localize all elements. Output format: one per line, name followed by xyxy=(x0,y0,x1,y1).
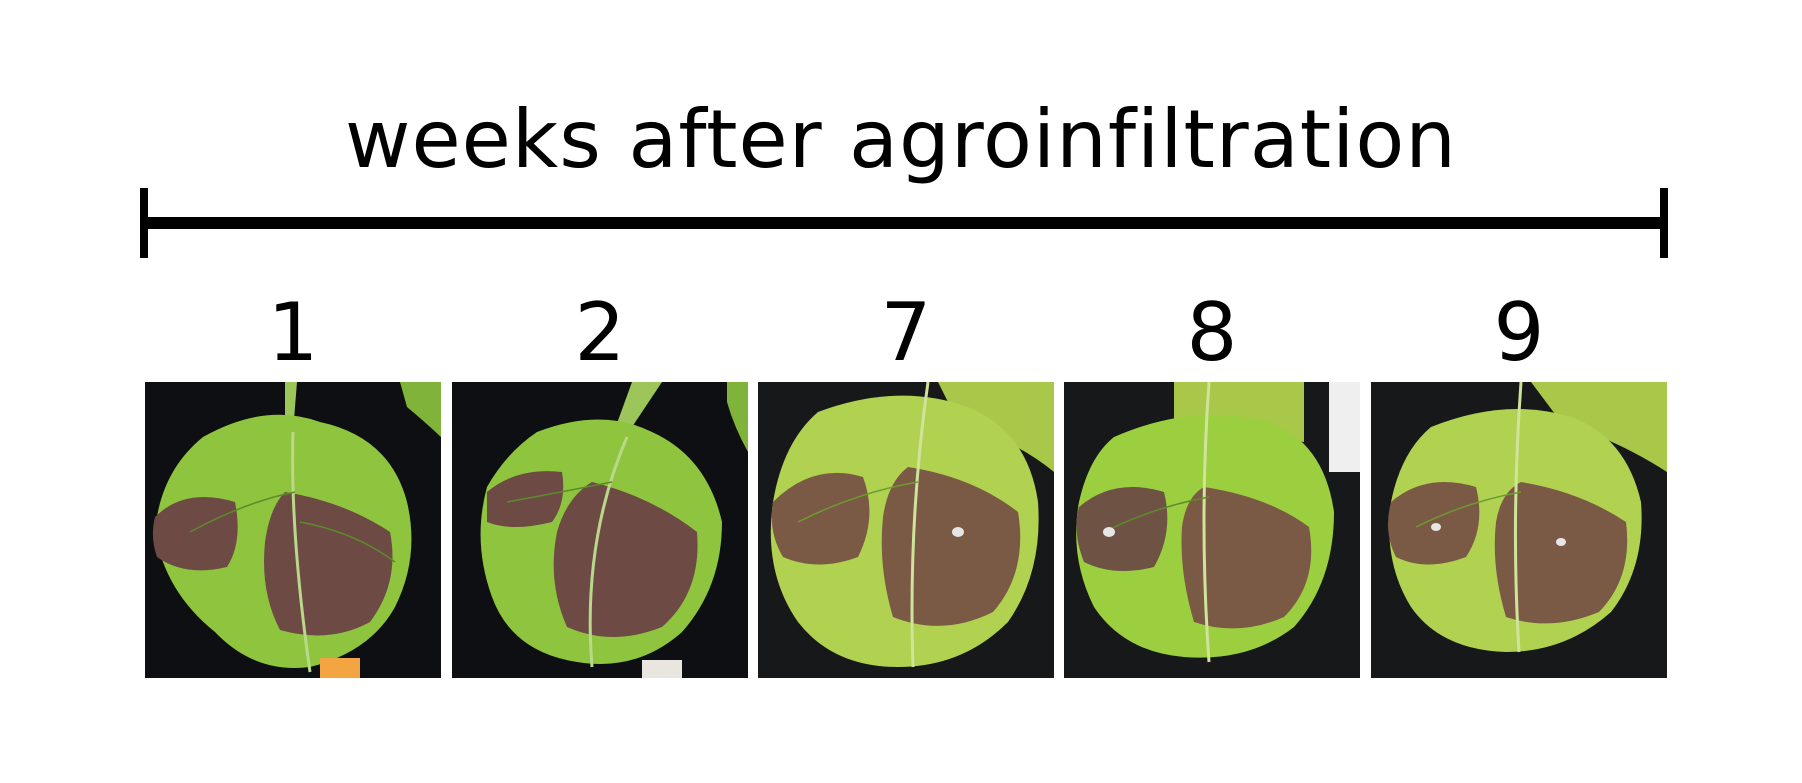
leaf-photo-icon xyxy=(1371,382,1667,678)
leaf-photo-icon xyxy=(145,382,441,678)
leaf-photo-week-2 xyxy=(452,382,748,678)
panel-label-week-2: 2 xyxy=(574,286,626,379)
timeline-bar xyxy=(140,188,1668,258)
timeline-line xyxy=(140,217,1668,229)
leaf-photo-week-7 xyxy=(758,382,1054,678)
timeline-start-cap xyxy=(140,188,148,258)
panel-label-week-8: 8 xyxy=(1186,286,1238,379)
panel-label-week-9: 9 xyxy=(1493,286,1545,379)
leaf-photo-icon xyxy=(1064,382,1360,678)
figure-title: weeks after agroinfiltration xyxy=(345,93,1457,186)
leaf-photo-icon xyxy=(452,382,748,678)
leaf-photo-week-1 xyxy=(145,382,441,678)
leaf-photo-week-8 xyxy=(1064,382,1360,678)
leaf-photo-week-9 xyxy=(1371,382,1667,678)
timeline-end-cap xyxy=(1660,188,1668,258)
panel-label-week-7: 7 xyxy=(880,286,932,379)
panel-label-week-1: 1 xyxy=(267,286,319,379)
leaf-photo-icon xyxy=(758,382,1054,678)
